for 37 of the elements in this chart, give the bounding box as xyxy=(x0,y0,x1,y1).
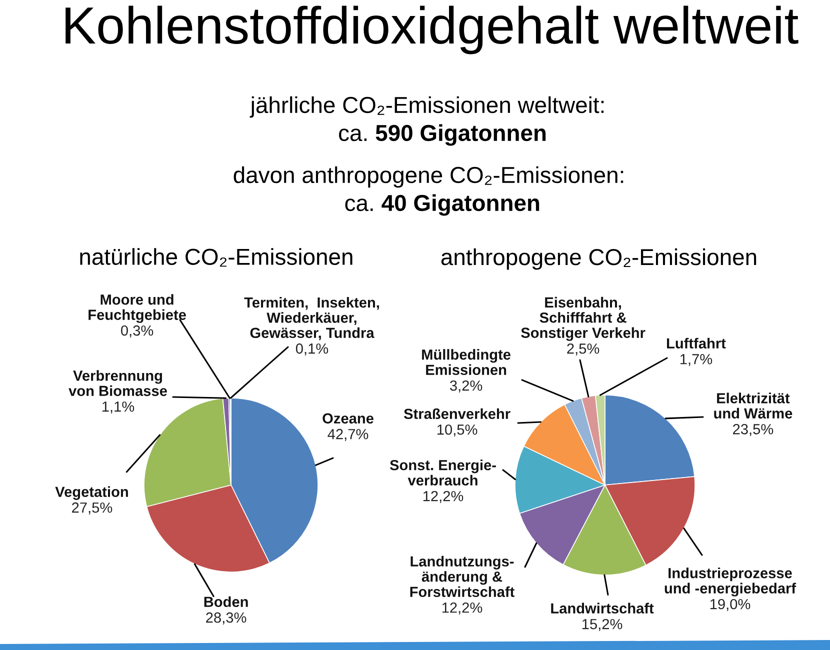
slice-label: Landnutzungs- änderung & Forstwirtschaft xyxy=(410,556,514,598)
slice-label: Boden xyxy=(204,596,248,608)
data-label: 10,5% xyxy=(437,424,478,437)
text: ca. 590 Gigatonnen xyxy=(339,124,546,146)
slice-label: Straßenverkehr xyxy=(404,408,510,420)
slice-label: Vegetation xyxy=(55,486,128,500)
slice-label: Termiten, Insekten, Wiederkäuer, Gewässer, Tundra xyxy=(244,296,379,340)
slice-label: Verbrennung von Biomasse xyxy=(68,370,167,396)
data-label: 3,2% xyxy=(450,380,482,392)
chart-title: natürliche CO₂-Emissionen xyxy=(80,248,352,267)
slice-label: Sonst. Energie- verbrauch xyxy=(390,460,496,486)
slice-label: Müllbedingte Emissionen xyxy=(422,349,511,376)
slice-label: Eisenbahn, Schifffahrt & Sonstiger Verkehr xyxy=(521,296,646,341)
data-label: 0,1% xyxy=(296,343,328,356)
slice-label: Luftfahrt xyxy=(667,338,726,349)
slice-label: Ozeane xyxy=(322,413,374,424)
data-label: 2,5% xyxy=(567,343,600,356)
slice-label: Elektrizität und Wärme xyxy=(714,392,792,419)
chart-title: anthropogene CO₂-Emissionen xyxy=(441,248,756,270)
data-label: 1,1% xyxy=(102,401,134,414)
data-label: 28,3% xyxy=(206,612,246,624)
text: ca. 40 Gigatonnen xyxy=(345,194,540,216)
data-label: 1,7% xyxy=(680,354,712,366)
data-label: 0,3% xyxy=(120,325,154,338)
slice-label: Industrieprozesse und -energiebedarf xyxy=(664,568,796,596)
data-label: 19,0% xyxy=(710,598,750,612)
data-label: 42,7% xyxy=(328,428,368,441)
data-label: 15,2% xyxy=(582,618,622,631)
text: jährliche CO₂-Emissionen weltweit: xyxy=(250,96,604,118)
text: davon anthropogene CO₂-Emissionen: xyxy=(234,166,624,188)
slice-label: Moore und Feuchtgebiete xyxy=(88,294,186,323)
data-label: 12,2% xyxy=(423,490,464,504)
slice-label: Landwirtschaft xyxy=(551,602,654,614)
text: Kohlenstoffdioxidgehalt weltweit xyxy=(66,6,798,54)
data-label: 23,5% xyxy=(733,424,774,436)
data-label: 27,5% xyxy=(72,502,112,514)
data-label: 12,2% xyxy=(442,602,482,615)
